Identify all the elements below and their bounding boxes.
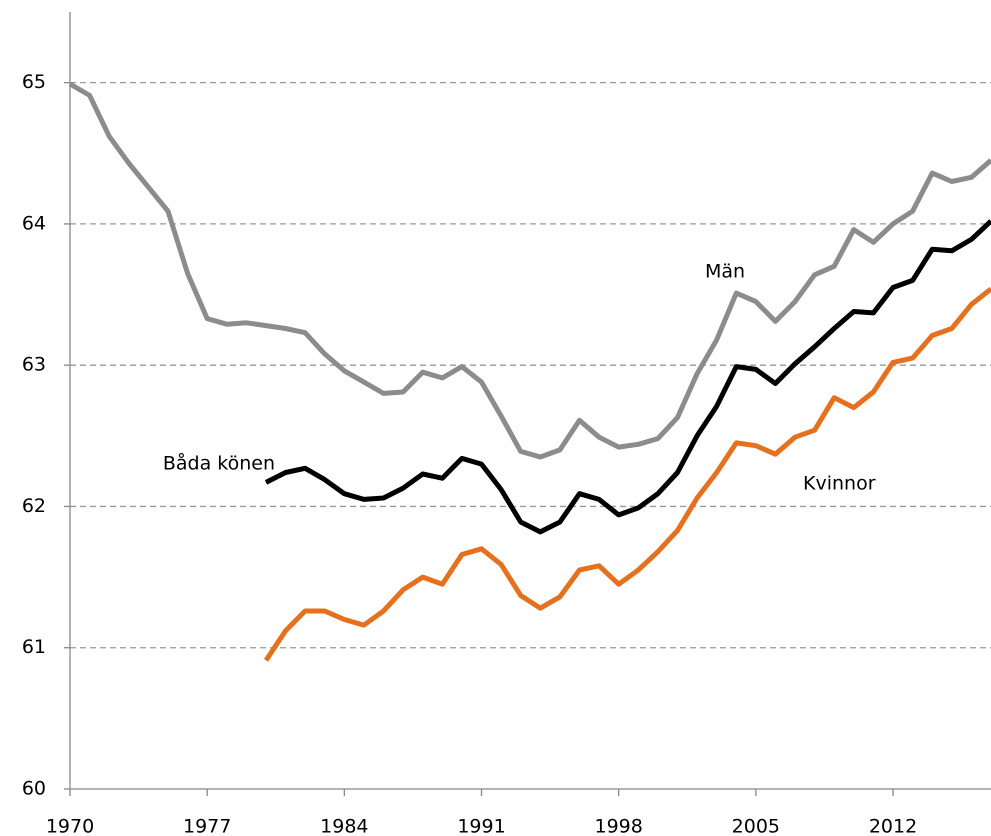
series-label: Män [705,261,745,283]
x-tick-label: 1977 [183,816,231,836]
series-line [264,219,991,535]
y-tick-label: 65 [22,71,46,93]
x-tick-label: 1998 [595,816,643,836]
y-tick-label: 64 [22,212,46,234]
series-label: Kvinnor [803,473,876,495]
y-tick-label: 63 [22,354,46,376]
series-line [263,286,991,662]
x-tick-label: 1984 [320,816,368,836]
y-tick-label: 62 [22,495,46,517]
series-label: Båda könen [163,452,275,475]
y-tick-label: 61 [22,636,46,658]
x-tick-label: 1991 [457,816,505,836]
x-tick-label: 2005 [732,816,780,836]
series-line [68,81,991,460]
y-tick-label: 60 [22,778,46,800]
x-tick-label: 1970 [46,816,94,836]
x-tick-label: 2012 [869,816,917,836]
